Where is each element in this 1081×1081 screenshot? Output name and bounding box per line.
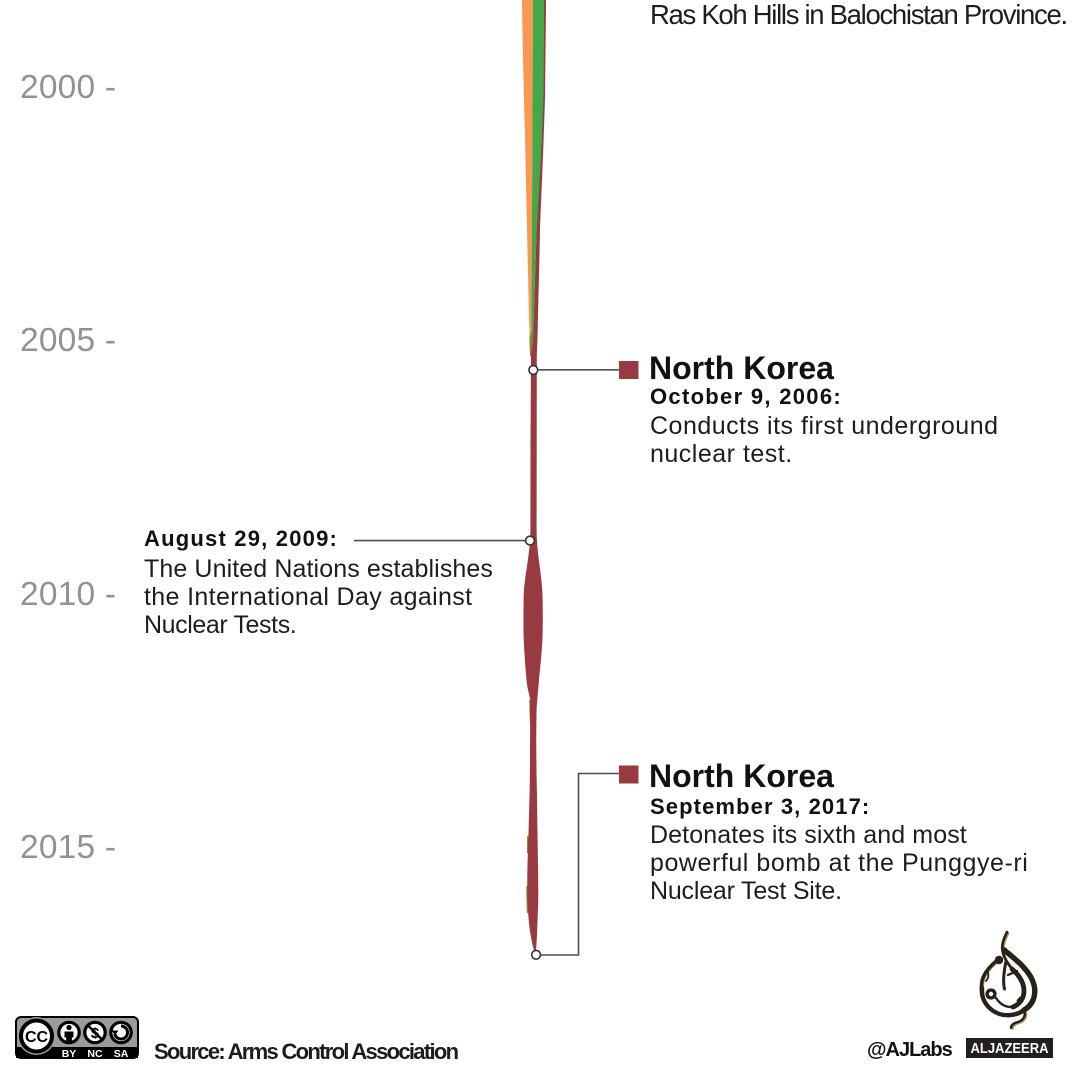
svg-text:SA: SA: [114, 1048, 129, 1059]
svg-text:ALJAZEERA: ALJAZEERA: [971, 1040, 1049, 1057]
svg-text:BY: BY: [62, 1048, 77, 1059]
svg-text:NC: NC: [87, 1048, 103, 1059]
svg-text:CC: CC: [25, 1029, 49, 1046]
